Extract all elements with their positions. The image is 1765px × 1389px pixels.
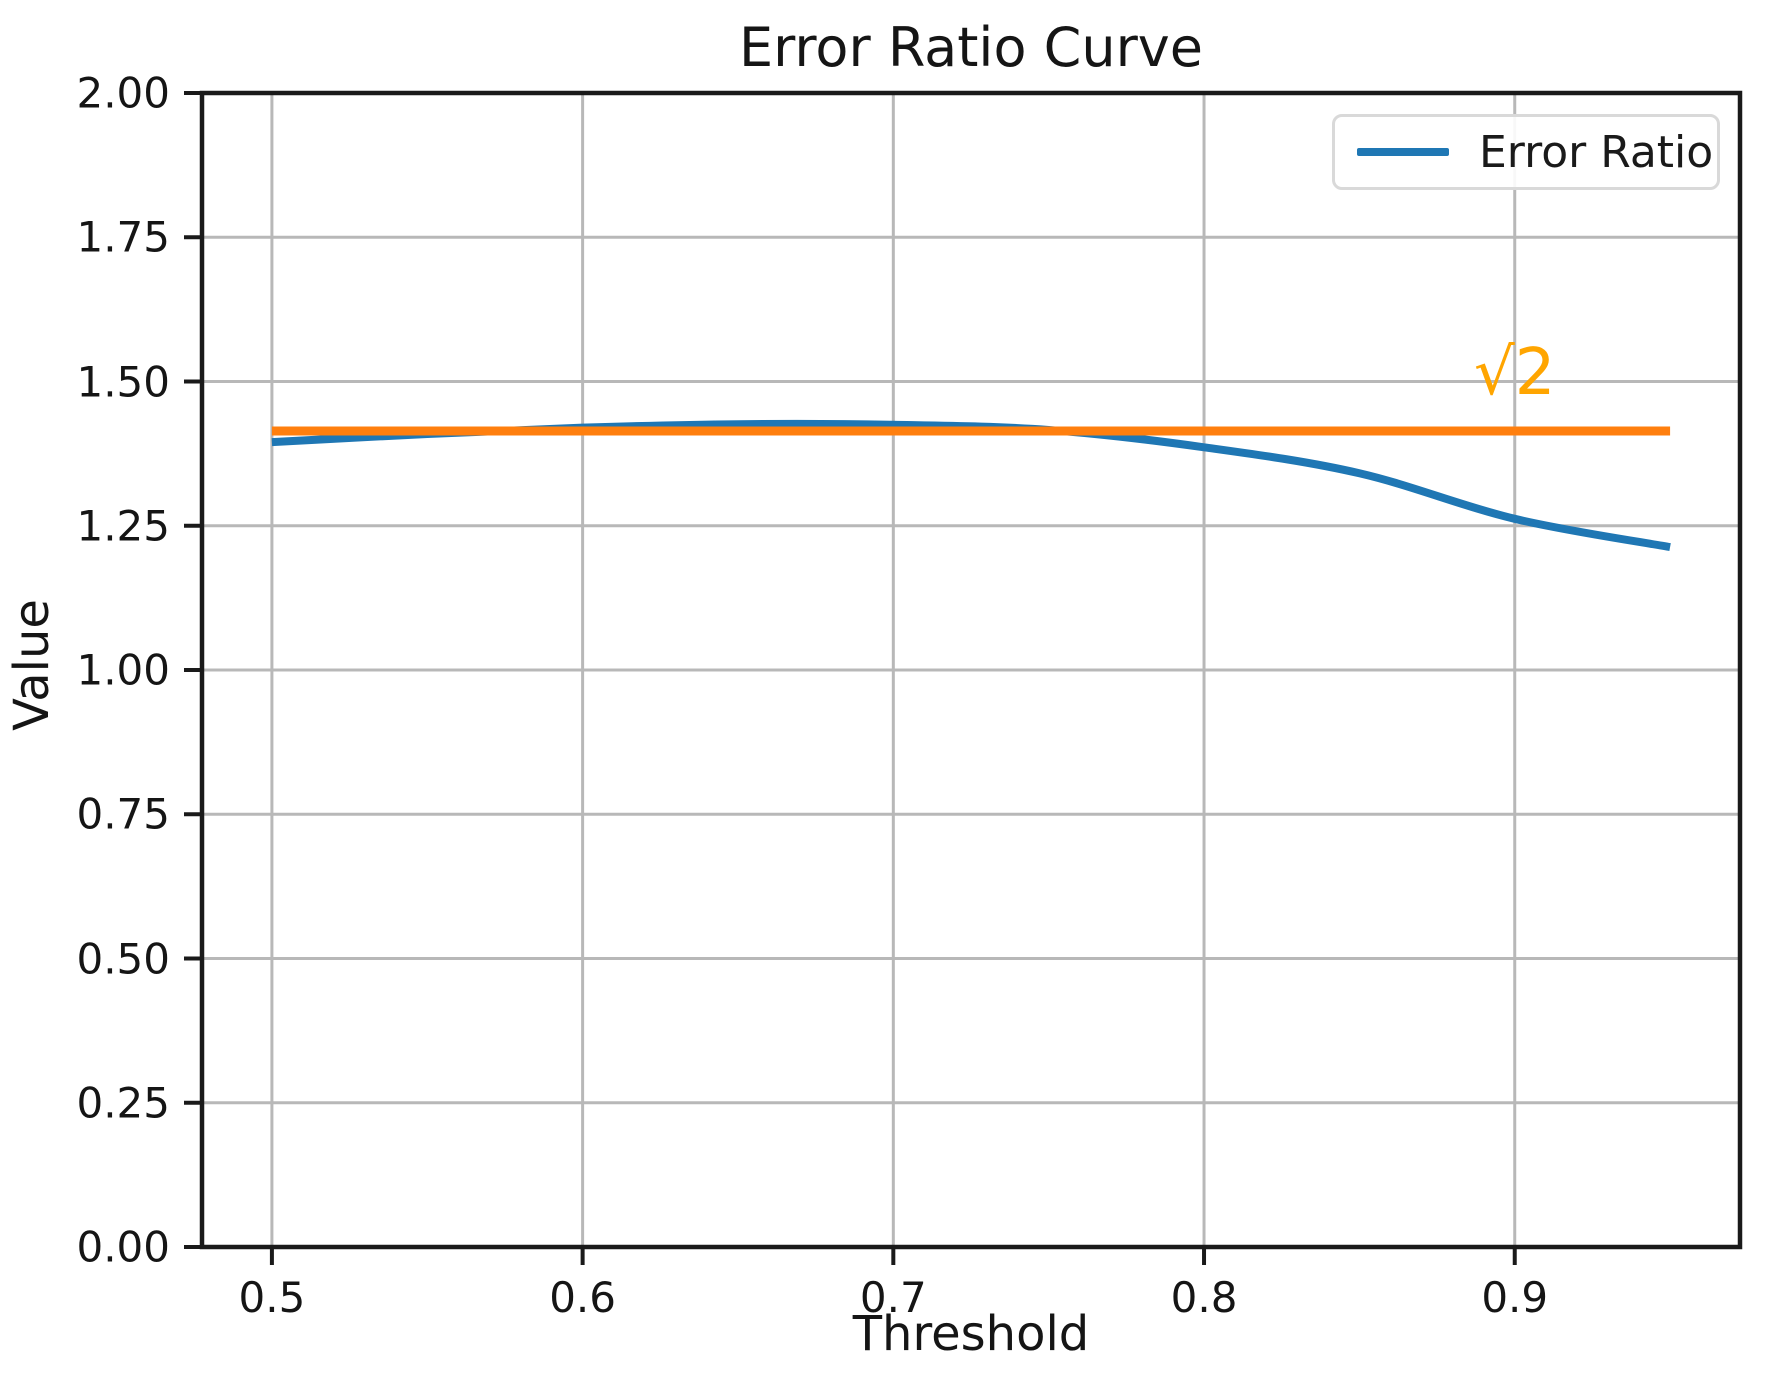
legend-label: Error Ratio <box>1479 126 1714 178</box>
y-tick-label: 1.00 <box>76 645 170 695</box>
y-tick-label: 1.50 <box>76 357 170 406</box>
y-tick-label: 1.25 <box>76 501 170 551</box>
x-tick-label: 0.6 <box>549 1273 617 1322</box>
y-tick-label: 2.00 <box>76 68 170 118</box>
x-tick-label: 0.7 <box>859 1273 927 1322</box>
x-tick-label: 0.5 <box>238 1273 306 1322</box>
x-tick-label: 0.9 <box>1481 1273 1549 1322</box>
y-tick-label: 1.75 <box>76 212 170 262</box>
y-tick-label: 0.75 <box>76 789 170 839</box>
sqrt2-annotation: √2 <box>1473 335 1556 410</box>
y-tick-label: 0.25 <box>76 1078 170 1128</box>
legend-line-sample <box>1357 148 1449 156</box>
y-tick-label: 0.00 <box>76 1222 170 1272</box>
x-tick-label: 0.8 <box>1170 1273 1238 1322</box>
y-tick-label: 0.50 <box>76 934 170 983</box>
chart-title: Error Ratio Curve <box>739 16 1203 79</box>
legend: Error Ratio <box>1332 114 1720 190</box>
x-axis-label: Threshold <box>852 1306 1090 1362</box>
error-ratio-line <box>271 419 1671 552</box>
